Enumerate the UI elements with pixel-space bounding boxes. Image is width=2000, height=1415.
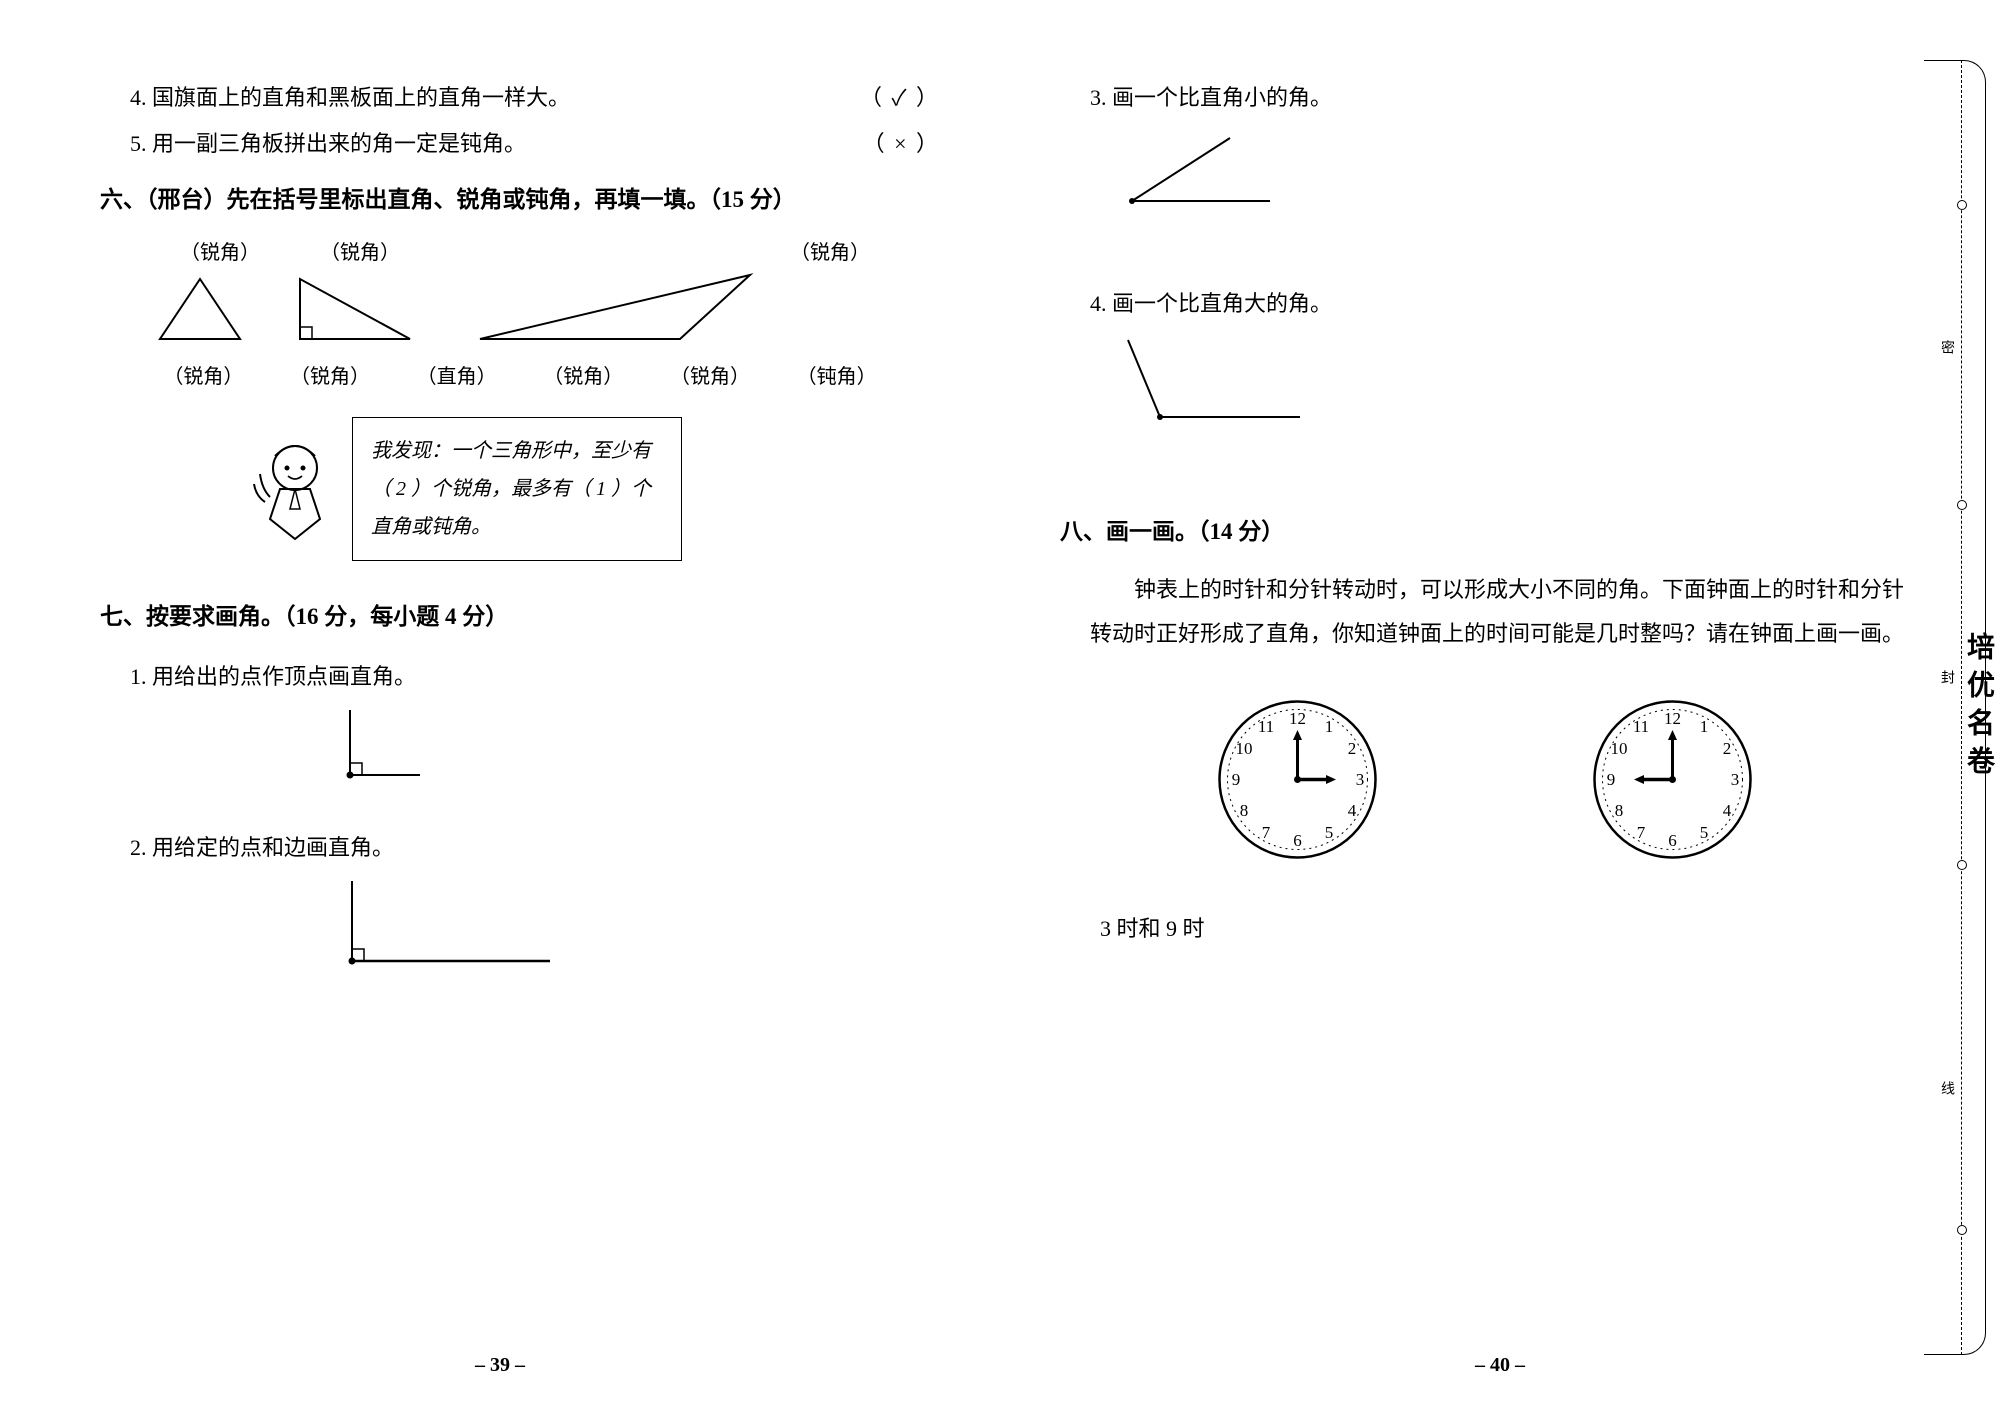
side-tab: 密 封 线 培优名卷	[1918, 0, 1994, 1415]
top-label-c: （锐角）	[780, 236, 880, 265]
section-7-header: 七、按要求画角。（16 分，每小题 4 分）	[100, 597, 940, 631]
bl-0: （锐角）	[163, 360, 243, 389]
book-title: 培优名卷	[1958, 632, 1998, 784]
seal-seg3: 线	[1936, 1081, 1956, 1095]
s7-q2: 2. 用给定的点和边画直角。	[100, 830, 940, 862]
clock-2: 12 12 3 45 6 78 9 10 11	[1585, 692, 1760, 867]
top-label-a: （锐角）	[170, 236, 270, 265]
answer: 3 时和 9 时	[1060, 911, 1910, 943]
q5-text: 5. 用一副三角板拼出来的角一定是钝角。	[130, 126, 526, 158]
svg-text:5: 5	[1325, 823, 1334, 842]
right-page: 3. 画一个比直角小的角。 4. 画一个比直角大的角。 八、画一画。（14 分）…	[1000, 0, 2000, 1415]
svg-text:9: 9	[1607, 770, 1616, 789]
svg-text:1: 1	[1325, 717, 1334, 736]
svg-text:10: 10	[1236, 739, 1253, 758]
triangles	[100, 269, 940, 354]
svg-text:3: 3	[1731, 770, 1740, 789]
obtuse-angle	[1060, 332, 1910, 432]
svg-text:1: 1	[1700, 717, 1709, 736]
bl-2: （直角）	[417, 360, 497, 389]
bl-5: （钝角）	[797, 360, 877, 389]
section-6-header: 六、（邢台）先在括号里标出直角、锐角或钝角，再填一填。（15 分）	[100, 180, 940, 214]
section-8-header: 八、画一画。（14 分）	[1060, 512, 1910, 546]
svg-text:2: 2	[1348, 739, 1357, 758]
page-num-right: – 40 –	[1475, 1354, 1525, 1377]
disc-l1: 我发现：一个三角形中，至少有	[371, 432, 663, 470]
triangle-top-labels: （锐角） （锐角） （锐角）	[100, 236, 940, 265]
svg-text:7: 7	[1637, 823, 1646, 842]
svg-text:6: 6	[1668, 831, 1677, 850]
svg-text:11: 11	[1633, 717, 1649, 736]
svg-text:4: 4	[1348, 801, 1357, 820]
section-8-para: 钟表上的时针和分针转动时，可以形成大小不同的角。下面钟面上的时针和分针转动时正好…	[1060, 568, 1910, 656]
acute-angle	[1060, 126, 1910, 216]
svg-text:3: 3	[1356, 770, 1365, 789]
svg-text:8: 8	[1240, 801, 1249, 820]
svg-text:10: 10	[1611, 739, 1628, 758]
svg-text:6: 6	[1293, 831, 1302, 850]
seal-seg1: 密	[1936, 340, 1956, 354]
page-num-left: – 39 –	[475, 1354, 525, 1377]
svg-text:11: 11	[1258, 717, 1274, 736]
triangle-bottom-labels: （锐角） （锐角） （直角） （锐角） （锐角） （钝角）	[100, 360, 940, 389]
seal-seg2: 封	[1936, 670, 1956, 684]
svg-text:9: 9	[1232, 770, 1241, 789]
left-page: 4. 国旗面上的直角和黑板面上的直角一样大。 （ ✓ ） 5. 用一副三角板拼出…	[0, 0, 1000, 1415]
clock-1: 12 12 3 45 6 78 9 10 11	[1210, 692, 1385, 867]
bl-4: （锐角）	[670, 360, 750, 389]
s7-q4: 4. 画一个比直角大的角。	[1060, 286, 1910, 318]
question-5: 5. 用一副三角板拼出来的角一定是钝角。 （ × ）	[100, 126, 940, 158]
svg-text:4: 4	[1723, 801, 1732, 820]
s7-q3: 3. 画一个比直角小的角。	[1060, 80, 1910, 112]
s7-q1: 1. 用给出的点作顶点画直角。	[100, 659, 940, 691]
clocks: 1212 345 678 91011 1212 345 678 91	[1060, 692, 1910, 867]
bl-1: （锐角）	[290, 360, 370, 389]
q4-text: 4. 国旗面上的直角和黑板面上的直角一样大。	[130, 80, 570, 112]
svg-text:8: 8	[1615, 801, 1624, 820]
discovery-text: 我发现：一个三角形中，至少有 （ 2 ）个锐角，最多有（ 1 ）个 直角或钝角。	[352, 417, 682, 561]
right-angle-2	[100, 876, 940, 976]
svg-text:5: 5	[1700, 823, 1709, 842]
svg-text:7: 7	[1262, 823, 1271, 842]
disc-l2: （ 2 ）个锐角，最多有（ 1 ）个	[371, 470, 663, 508]
q5-mark: （ × ）	[863, 126, 940, 158]
q4-mark: （ ✓ ）	[860, 80, 940, 112]
discovery-box: 我发现：一个三角形中，至少有 （ 2 ）个锐角，最多有（ 1 ）个 直角或钝角。	[250, 417, 900, 561]
cartoon-child-icon	[250, 434, 340, 544]
svg-text:12: 12	[1664, 709, 1681, 728]
svg-text:2: 2	[1723, 739, 1732, 758]
bl-3: （锐角）	[543, 360, 623, 389]
disc-l3: 直角或钝角。	[371, 508, 663, 546]
svg-text:12: 12	[1289, 709, 1306, 728]
right-angle-1	[100, 705, 940, 790]
top-label-b: （锐角）	[310, 236, 410, 265]
question-4: 4. 国旗面上的直角和黑板面上的直角一样大。 （ ✓ ）	[100, 80, 940, 112]
